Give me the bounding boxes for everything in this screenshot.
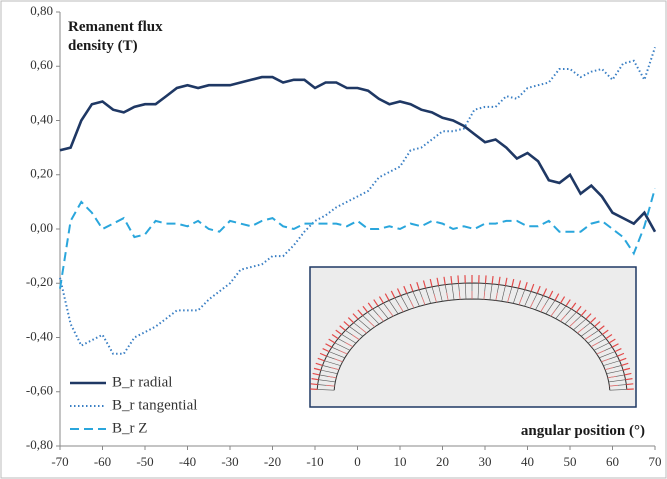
inset-diagram <box>310 267 636 407</box>
flux-arrow <box>458 275 459 283</box>
y-axis-label: Remanent flux density (T) <box>68 18 208 56</box>
legend-label: B_r tangential <box>112 397 197 413</box>
x-tick-label: 0 <box>354 454 361 469</box>
x-tick-label: -30 <box>221 454 238 469</box>
flux-arrow <box>626 384 633 385</box>
y-tick-label: -0,20 <box>26 274 53 289</box>
x-tick-label: 50 <box>564 454 577 469</box>
x-tick-label: 30 <box>479 454 492 469</box>
y-tick-label: 0,40 <box>30 111 53 126</box>
inset-frame <box>310 267 636 407</box>
y-tick-label: -0,80 <box>26 437 53 452</box>
x-tick-label: -70 <box>51 454 68 469</box>
legend-label: B_r radial <box>112 374 172 390</box>
x-tick-label: -10 <box>306 454 323 469</box>
y-tick-label: 0,80 <box>30 3 53 18</box>
y-tick-label: 0,00 <box>30 220 53 235</box>
flux-arrow <box>311 384 318 385</box>
x-tick-label: 40 <box>521 454 534 469</box>
y-tick-label: -0,60 <box>26 383 53 398</box>
flux-arrow <box>485 275 486 283</box>
x-tick-label: -60 <box>94 454 111 469</box>
y-tick-label: 0,20 <box>30 166 53 181</box>
legend-label: B_r Z <box>112 420 147 436</box>
x-tick-label: -50 <box>136 454 153 469</box>
chart-container: -0,80 -0,60 -0,40 -0,20 0,00 0,20 0,40 0,60 0,80… <box>0 0 667 479</box>
x-tick-label: 70 <box>649 454 662 469</box>
x-axis-label: angular position (°) <box>521 423 645 440</box>
x-tick-label: -20 <box>264 454 281 469</box>
chart: -0,80 -0,60 -0,40 -0,20 0,00 0,20 0,40 0,60 0,80… <box>0 0 667 479</box>
x-tick-label: 20 <box>436 454 449 469</box>
x-tick-label: 60 <box>606 454 619 469</box>
x-tick-label: 10 <box>394 454 407 469</box>
y-tick-label: 0,60 <box>30 57 53 72</box>
x-tick-label: -40 <box>179 454 196 469</box>
y-tick-label: -0,40 <box>26 328 53 343</box>
